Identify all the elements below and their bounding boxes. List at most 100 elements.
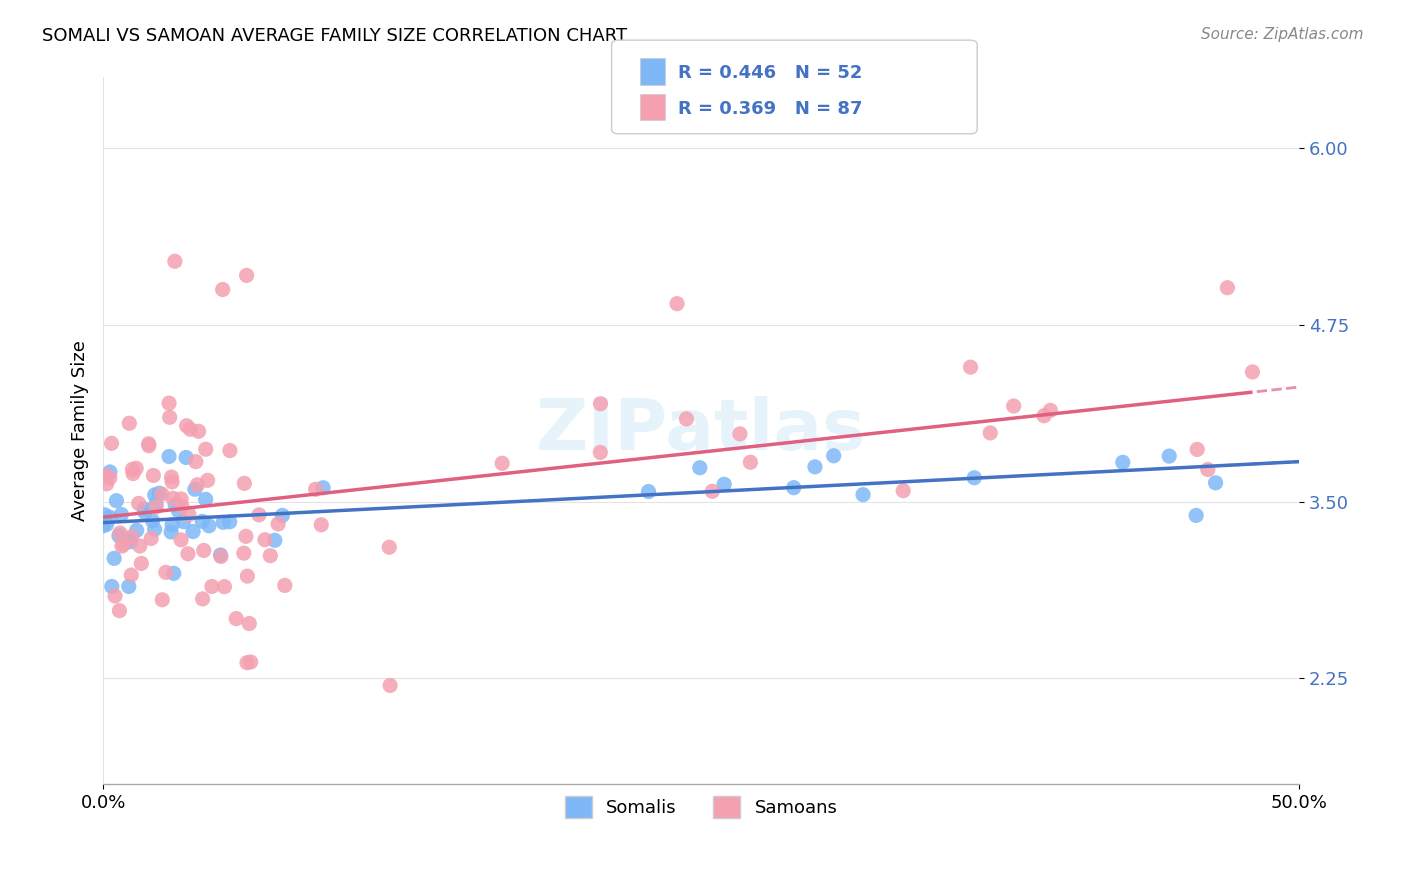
Samoans: [170, 491, 193, 506]
Samoans: [239, 655, 262, 669]
Samoans: [177, 547, 200, 561]
Somalis: [271, 508, 294, 523]
Samoans: [728, 426, 751, 441]
Somalis: [160, 524, 183, 539]
Somalis: [1112, 455, 1135, 469]
Samoans: [128, 496, 150, 510]
Somalis: [713, 477, 735, 491]
Samoans: [179, 422, 201, 436]
Somalis: [1159, 449, 1181, 463]
Samoans: [378, 540, 401, 554]
Somalis: [157, 450, 180, 464]
Somalis: [160, 517, 183, 532]
Samoans: [177, 508, 200, 522]
Somalis: [120, 534, 142, 549]
Samoans: [236, 569, 259, 583]
Somalis: [191, 514, 214, 528]
Samoans: [214, 580, 236, 594]
Samoans: [211, 283, 233, 297]
Samoans: [150, 592, 173, 607]
Samoans: [108, 604, 131, 618]
Samoans: [236, 656, 259, 670]
Samoans: [304, 483, 326, 497]
Samoans: [128, 539, 150, 553]
Samoans: [225, 612, 247, 626]
Samoans: [979, 425, 1001, 440]
Samoans: [131, 557, 153, 571]
Somalis: [108, 529, 131, 543]
Samoans: [160, 470, 183, 484]
Somalis: [212, 516, 235, 530]
Samoans: [121, 462, 143, 476]
Samoans: [1033, 409, 1056, 423]
Samoans: [96, 468, 118, 483]
Samoans: [238, 616, 260, 631]
Samoans: [891, 483, 914, 498]
Somalis: [194, 492, 217, 507]
Somalis: [174, 450, 197, 465]
Samoans: [1187, 442, 1209, 457]
Samoans: [142, 468, 165, 483]
Samoans: [170, 500, 193, 514]
Samoans: [232, 546, 254, 560]
Text: R = 0.446   N = 52: R = 0.446 N = 52: [678, 64, 862, 82]
Samoans: [155, 566, 177, 580]
Samoans: [108, 526, 131, 541]
Samoans: [145, 500, 167, 514]
Somalis: [134, 506, 156, 520]
Somalis: [1205, 475, 1227, 490]
Samoans: [309, 517, 332, 532]
Somalis: [101, 579, 124, 593]
Somalis: [167, 504, 190, 518]
Samoans: [1002, 399, 1025, 413]
Samoans: [253, 533, 276, 547]
Samoans: [1197, 462, 1219, 476]
Somalis: [110, 508, 132, 522]
Samoans: [122, 467, 145, 481]
Samoans: [233, 476, 256, 491]
Somalis: [181, 524, 204, 539]
Somalis: [98, 465, 121, 479]
Samoans: [163, 254, 186, 268]
Somalis: [145, 497, 167, 511]
Samoans: [184, 455, 207, 469]
Samoans: [209, 549, 232, 564]
Samoans: [191, 591, 214, 606]
Somalis: [804, 459, 827, 474]
Samoans: [176, 418, 198, 433]
Samoans: [1241, 365, 1264, 379]
Somalis: [823, 449, 845, 463]
Somalis: [96, 517, 118, 532]
Somalis: [637, 484, 659, 499]
Samoans: [235, 529, 257, 543]
Samoans: [98, 471, 121, 485]
Samoans: [162, 491, 184, 506]
Samoans: [267, 516, 290, 531]
Text: ZIPatlas: ZIPatlas: [536, 396, 866, 466]
Samoans: [100, 436, 122, 450]
Samoans: [193, 543, 215, 558]
Somalis: [118, 579, 141, 593]
Text: Source: ZipAtlas.com: Source: ZipAtlas.com: [1201, 27, 1364, 42]
Somalis: [783, 481, 806, 495]
Samoans: [104, 589, 127, 603]
Samoans: [235, 268, 257, 283]
Samoans: [118, 416, 141, 430]
Somalis: [143, 522, 166, 536]
Samoans: [159, 410, 181, 425]
Samoans: [247, 508, 270, 522]
Somalis: [963, 471, 986, 485]
Somalis: [209, 548, 232, 562]
Samoans: [1039, 403, 1062, 417]
Samoans: [121, 530, 143, 544]
Somalis: [148, 486, 170, 500]
Samoans: [702, 484, 724, 499]
Samoans: [170, 533, 193, 547]
Somalis: [198, 519, 221, 533]
Somalis: [218, 515, 240, 529]
Somalis: [689, 460, 711, 475]
Somalis: [165, 498, 187, 512]
Somalis: [263, 533, 285, 548]
Samoans: [589, 397, 612, 411]
Samoans: [111, 539, 134, 553]
